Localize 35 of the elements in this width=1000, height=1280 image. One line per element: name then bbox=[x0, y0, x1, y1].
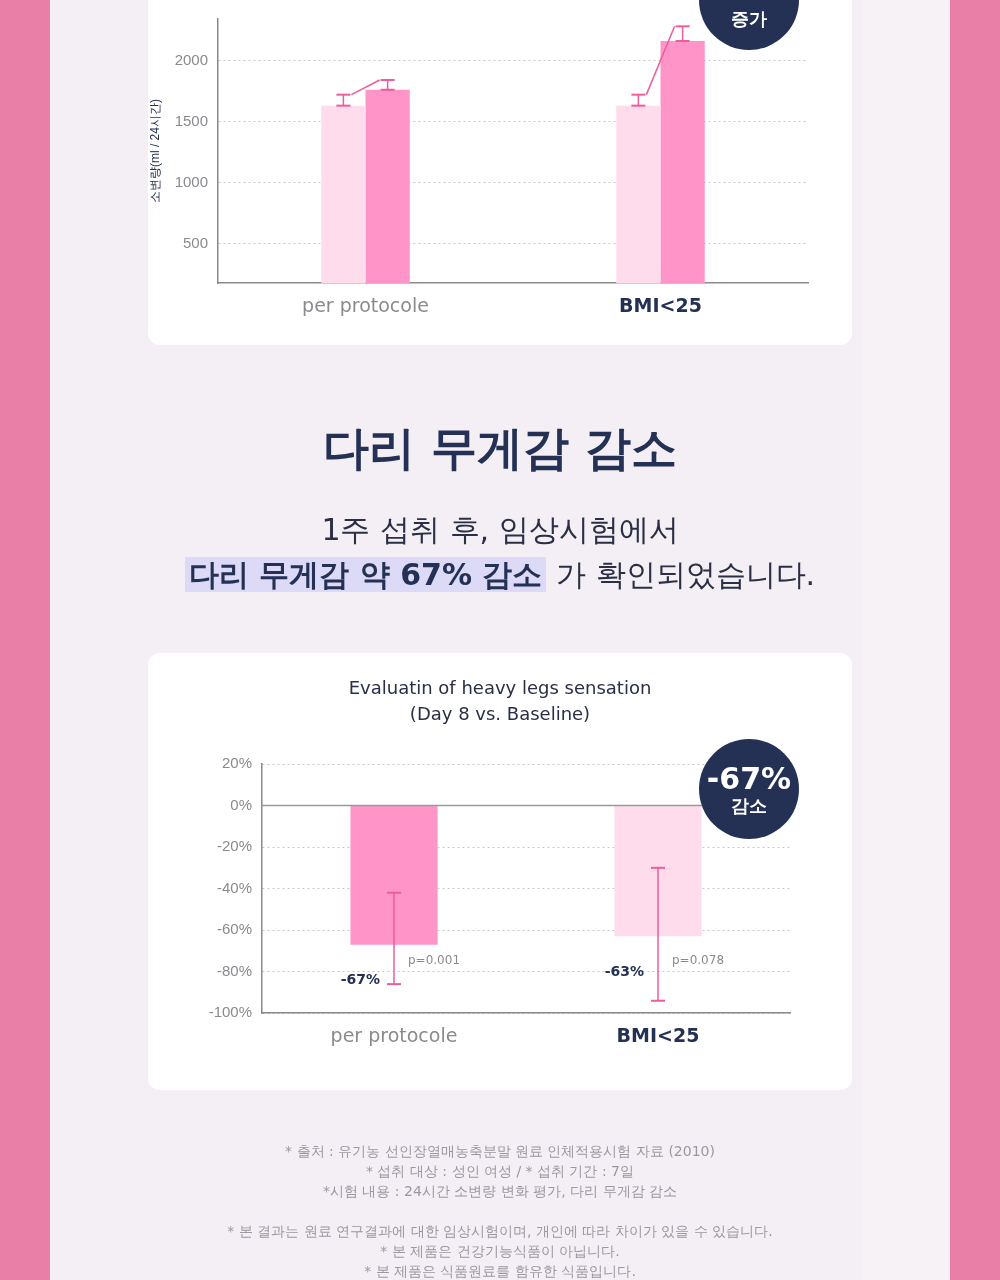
y-tick-label: 20% bbox=[221, 754, 252, 772]
annotation: 증가 bbox=[730, 8, 768, 30]
text: * 본 결과는 원료 연구결과에 대한 임상시험이며, 개인에 따라 차이가 있을 수 있습니다. bbox=[226, 1223, 774, 1241]
x-tick-label: per protocole bbox=[302, 293, 429, 316]
y-tick-label: 1000 bbox=[174, 172, 208, 190]
y-axis-title: 소변량(ml / 24시간) bbox=[147, 99, 162, 204]
y-tick-label: 2000 bbox=[174, 50, 208, 68]
text: * 본 제품은 식품원료를 함유한 식품입니다. bbox=[363, 1263, 637, 1280]
text: *시험 내용 : 24시간 소변량 변화 평가, 다리 무게감 감소 bbox=[321, 1183, 678, 1201]
y-tick-label: -100% bbox=[208, 1003, 252, 1021]
x-tick-label: BMI<25 bbox=[619, 293, 702, 316]
text: 1주 섭취 후, 임상시험에서 bbox=[320, 511, 680, 549]
annotation: p=0.078 bbox=[672, 953, 725, 968]
text: * 섭취 대상 : 성인 여성 / * 섭취 기간 : 7일 bbox=[365, 1163, 635, 1181]
annotation: 감소 bbox=[730, 795, 768, 817]
text: * 본 제품은 건강기능식품이 아닙니다. bbox=[379, 1243, 621, 1261]
text: 가 확인되었습니다. bbox=[555, 557, 816, 592]
annotation: p=0.001 bbox=[408, 953, 461, 968]
data-label: -63% bbox=[604, 963, 644, 979]
text: 다리 무게감 약 67% 감소 bbox=[184, 557, 547, 592]
data-label: -67% bbox=[340, 971, 380, 988]
y-tick-label: -20% bbox=[216, 837, 252, 855]
y-tick-label: 500 bbox=[182, 233, 208, 251]
text: 다리 무게감 감소 bbox=[322, 420, 678, 477]
y-tick-label: 0% bbox=[230, 795, 252, 813]
y-tick-label: 1500 bbox=[174, 111, 208, 129]
y-tick-label: -80% bbox=[216, 961, 252, 979]
chart-subtitle: (Day 8 vs. Baseline) bbox=[408, 703, 592, 724]
chart-title: Evaluatin of heavy legs sensation bbox=[347, 677, 653, 698]
y-tick-label: -60% bbox=[216, 920, 252, 938]
y-tick-label: -40% bbox=[216, 878, 252, 896]
x-tick-label: BMI<25 bbox=[616, 1023, 700, 1046]
text: * 출처 : 유기농 선인장열매농축분말 원료 인체적용시험 자료 (2010) bbox=[284, 1143, 716, 1161]
x-tick-label: per protocole bbox=[330, 1023, 458, 1046]
annotation: -67% bbox=[705, 761, 793, 796]
